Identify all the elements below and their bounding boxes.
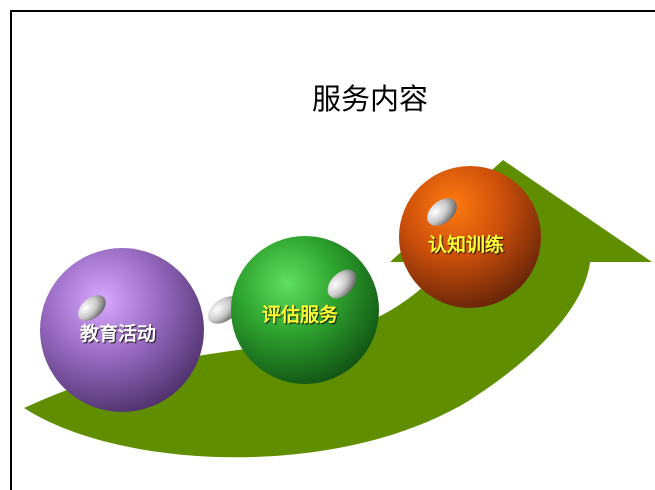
cognitive-ball-highlight: [427, 198, 457, 226]
evaluation-ball-highlight: [327, 269, 357, 299]
education-label: 教育活动: [80, 323, 157, 345]
education-ball: [40, 248, 204, 412]
cognitive-label: 认知训练: [428, 234, 505, 256]
cognitive-ball: [399, 166, 541, 308]
education-ball-highlight: [78, 295, 106, 321]
slide-border-top: [10, 10, 655, 12]
slide-title: 服务内容: [311, 82, 428, 116]
evaluation-label: 评估服务: [262, 304, 339, 326]
slide-border-left: [10, 10, 12, 490]
